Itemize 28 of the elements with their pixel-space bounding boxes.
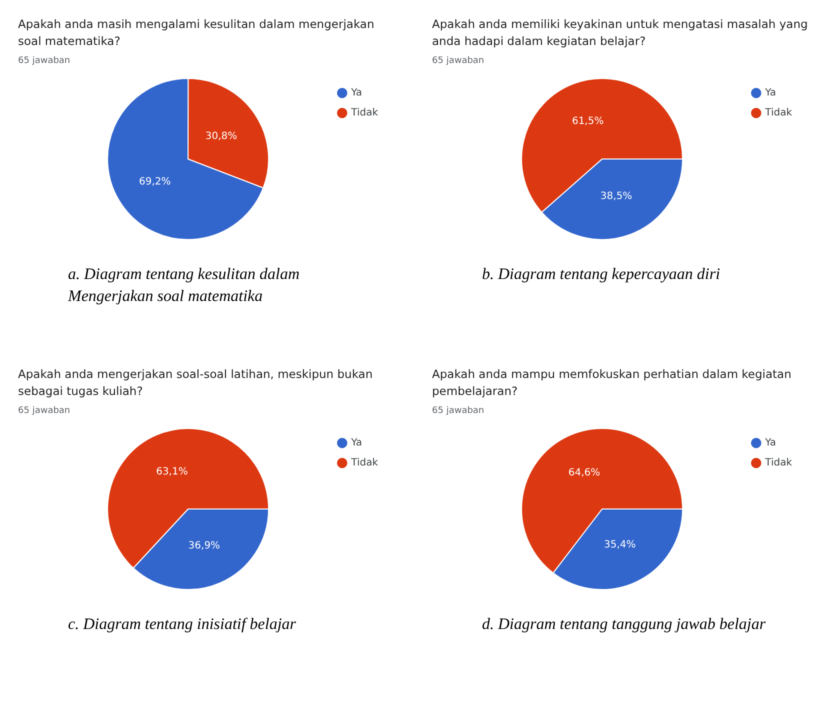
data-label: 38,5% (600, 191, 632, 202)
text: b. Diagram tentang kepercayaan diri (481, 265, 722, 285)
text: a. Diagram tentang kesulitan dalam Mengerjakan soal matematika (66, 265, 301, 307)
data-label: 36,9% (188, 540, 220, 552)
data-label: 30,8% (205, 130, 238, 142)
legend-label: Tidak (350, 108, 378, 119)
legend-label: Ya (764, 88, 776, 99)
chart-subtitle: 65 jawaban (431, 55, 486, 66)
data-label: 35,4% (604, 540, 636, 551)
data-label: 64,6% (568, 468, 600, 479)
data-label: 69,2% (138, 176, 171, 188)
chart-title: Apakah anda mengerjakan soal-soal latihan, meskipun bukan sebagai tugas kuliah? (17, 366, 374, 400)
chart-title: Apakah anda mampu memfokuskan perhatian dalam kegiatan pembelajaran? (431, 366, 792, 400)
data-label: 63,1% (156, 466, 188, 478)
legend-label: Ya (350, 88, 362, 99)
legend-label: Tidak (764, 108, 792, 119)
chart-subtitle: 65 jawaban (17, 405, 72, 416)
legend-label: Ya (350, 438, 362, 449)
text: d. Diagram tentang tanggung jawab belajar (481, 615, 767, 635)
legend-label: Tidak (764, 458, 792, 469)
chart-subtitle: 65 jawaban (17, 55, 72, 66)
chart-title: Apakah anda masih mengalami kesulitan dalam mengerjakan soal matematika? (17, 16, 376, 50)
data-label: 61,5% (572, 116, 604, 127)
text: c. Diagram tentang inisiatif belajar (67, 615, 297, 635)
chart-subtitle: 65 jawaban (431, 405, 486, 416)
legend-label: Tidak (350, 458, 378, 469)
chart-title: Apakah anda memiliki keyakinan untuk mengatasi masalah yang anda hadapi dalam kegiatan belajar? (431, 16, 809, 50)
legend-label: Ya (764, 438, 776, 449)
